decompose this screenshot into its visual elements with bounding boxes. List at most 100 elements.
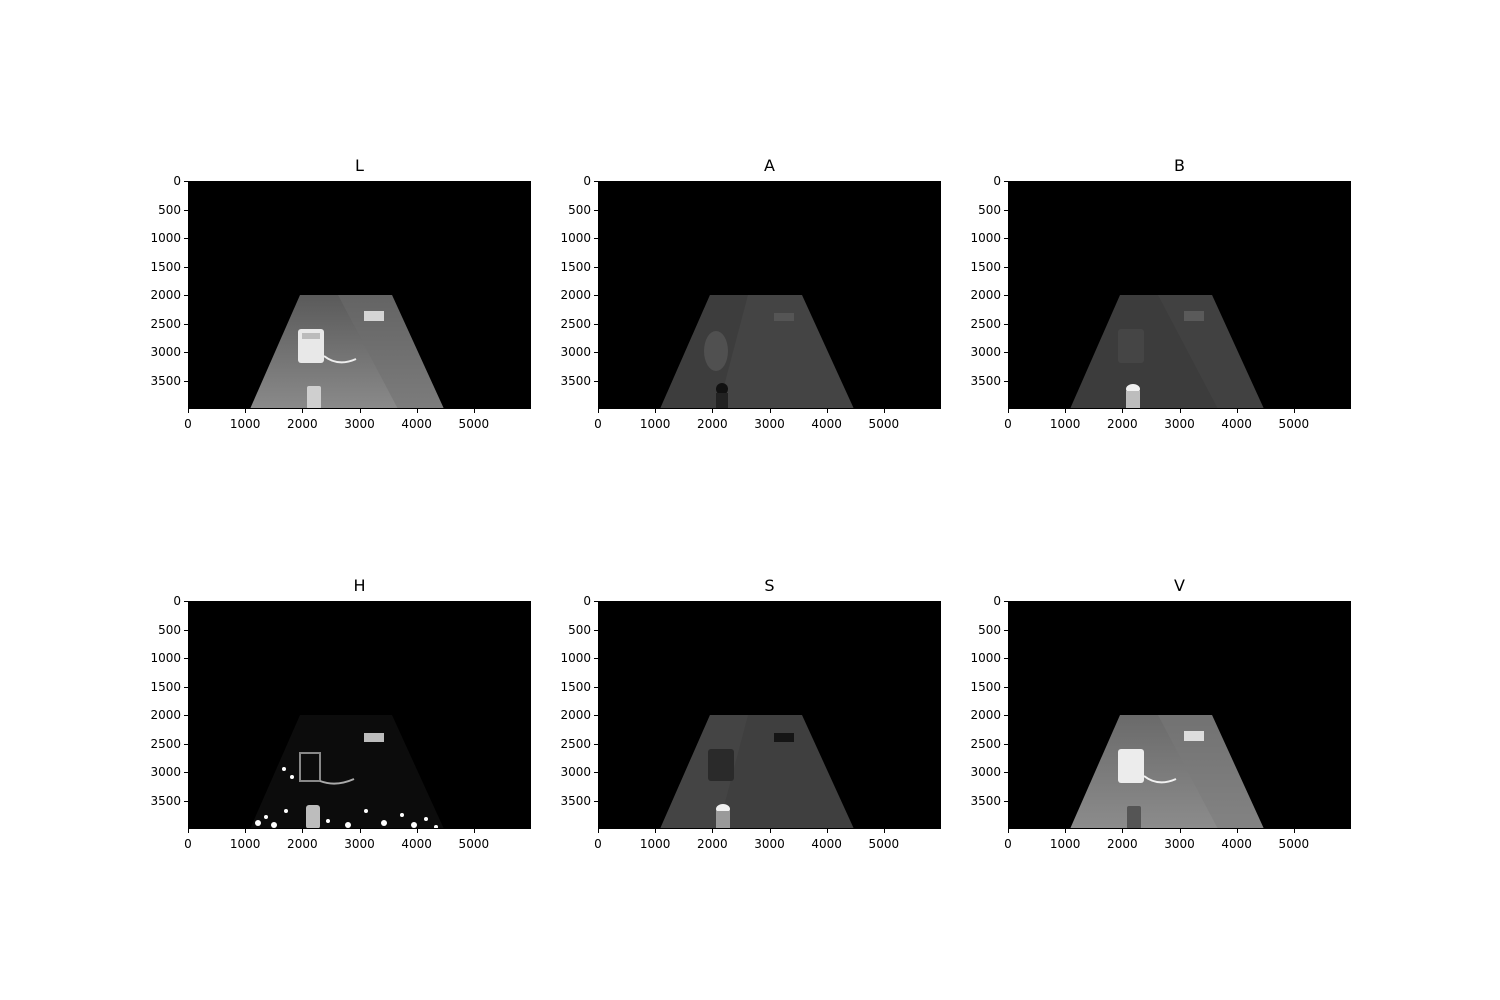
y-tick-label: 3500	[970, 793, 1001, 808]
y-tick-label: 3000	[560, 345, 591, 359]
y-tick-label: 0	[993, 174, 1001, 188]
y-tick-label: 2000	[560, 708, 591, 722]
x-tick-label: 4000	[1221, 837, 1252, 851]
x-tick-mark	[655, 829, 657, 833]
x-tick-mark	[302, 829, 304, 833]
y-tick-mark	[594, 181, 598, 182]
channel-image-l	[188, 181, 531, 409]
y-tick-label: 3000	[560, 765, 591, 779]
y-tick-label: 2500	[970, 316, 1001, 331]
y-tick-label: 1500	[150, 259, 181, 274]
x-tick-label: 4000	[401, 417, 432, 431]
y-tick-label: 0	[173, 594, 181, 608]
y-tick-mark	[184, 715, 188, 716]
x-tick-label: 3000	[1164, 837, 1195, 851]
y-tick-mark	[1004, 772, 1008, 773]
y-tick-mark	[184, 772, 188, 773]
channel-image-v	[1008, 601, 1351, 829]
x-tick-label: 1000	[229, 837, 261, 851]
x-tick-mark	[416, 409, 418, 413]
x-tick-label: 5000	[1278, 417, 1310, 431]
y-tick-label: 2000	[970, 288, 1001, 302]
y-tick-mark	[594, 238, 598, 239]
y-tick-label: 2000	[150, 708, 181, 722]
channel-image-h	[188, 601, 531, 829]
y-tick-mark	[1004, 323, 1008, 325]
y-tick-mark	[184, 629, 188, 631]
y-tick-mark	[1004, 181, 1008, 182]
x-tick-label: 0	[184, 837, 192, 851]
x-tick-label: 0	[1004, 417, 1012, 431]
y-tick-mark	[184, 658, 188, 659]
panel-v: V 0 1000 2000 3000 4000 5000 0 500 1000 1500 2000 2…	[970, 577, 1351, 851]
x-tick-mark	[826, 829, 828, 833]
x-tick-mark	[188, 409, 189, 413]
panel-title: H	[353, 576, 366, 595]
y-tick-mark	[594, 743, 598, 745]
panel-title: B	[1174, 156, 1185, 175]
y-tick-mark	[594, 295, 598, 296]
y-tick-mark	[594, 266, 598, 268]
x-tick-label: 4000	[1221, 417, 1252, 431]
y-tick-mark	[184, 238, 188, 239]
y-tick-mark	[184, 800, 188, 802]
x-tick-mark	[1122, 409, 1124, 413]
x-tick-label: 1000	[639, 837, 671, 851]
y-tick-mark	[184, 686, 188, 688]
y-tick-mark	[184, 181, 188, 182]
x-tick-label: 4000	[811, 417, 842, 431]
panel-a: A 0 1000 2000 3000 4000 5000 0 500 1000 1500 2000 2…	[560, 157, 941, 431]
y-tick-mark	[1004, 743, 1008, 745]
x-tick-label: 1000	[1049, 417, 1081, 431]
x-tick-mark	[359, 409, 361, 413]
x-tick-label: 2000	[1107, 417, 1138, 431]
x-tick-mark	[1179, 409, 1181, 413]
y-tick-label: 3000	[150, 765, 181, 779]
y-tick-label: 0	[173, 174, 181, 188]
x-tick-label: 5000	[1278, 837, 1310, 851]
y-tick-mark	[184, 266, 188, 268]
x-tick-mark	[1008, 409, 1009, 413]
y-tick-label: 3500	[150, 373, 181, 388]
y-tick-mark	[1004, 686, 1008, 688]
x-tick-label: 5000	[458, 417, 490, 431]
x-tick-mark	[1179, 829, 1181, 833]
x-tick-mark	[245, 829, 247, 833]
y-tick-label: 500	[158, 202, 181, 217]
channel-image-s	[598, 601, 941, 829]
y-tick-mark	[594, 629, 598, 631]
panel-l: L 0 1000 2000 3000 4000 5000 0 500 1000 1500 2000 2…	[150, 157, 531, 431]
x-tick-mark	[359, 829, 361, 833]
y-tick-label: 1000	[970, 231, 1001, 245]
y-tick-mark	[1004, 266, 1008, 268]
y-tick-label: 1000	[150, 651, 181, 665]
x-tick-label: 5000	[458, 837, 490, 851]
y-tick-label: 3500	[970, 373, 1001, 388]
y-tick-label: 1500	[970, 259, 1001, 274]
y-tick-label: 2500	[970, 736, 1001, 751]
channel-image-b	[1008, 181, 1351, 409]
y-tick-mark	[594, 715, 598, 716]
x-tick-label: 2000	[697, 417, 728, 431]
y-tick-mark	[184, 209, 188, 211]
y-tick-label: 1000	[560, 231, 591, 245]
y-tick-label: 0	[993, 594, 1001, 608]
y-tick-mark	[594, 800, 598, 802]
y-tick-mark	[1004, 715, 1008, 716]
x-tick-mark	[883, 829, 885, 833]
x-tick-mark	[712, 409, 714, 413]
y-tick-label: 3000	[970, 765, 1001, 779]
x-tick-label: 3000	[754, 417, 785, 431]
panel-title: A	[764, 156, 775, 175]
x-tick-label: 5000	[868, 417, 900, 431]
y-tick-label: 1500	[560, 259, 591, 274]
x-tick-mark	[188, 829, 189, 833]
y-tick-label: 500	[978, 202, 1001, 217]
y-tick-label: 1000	[970, 651, 1001, 665]
panel-h: H 0 1000 2000 3000 4000 5000 0 500 1000 1500 2000 2…	[150, 577, 531, 851]
y-tick-label: 500	[978, 622, 1001, 637]
x-tick-label: 0	[594, 837, 602, 851]
y-tick-label: 3500	[560, 793, 591, 808]
y-tick-mark	[594, 380, 598, 382]
x-tick-mark	[598, 829, 599, 833]
